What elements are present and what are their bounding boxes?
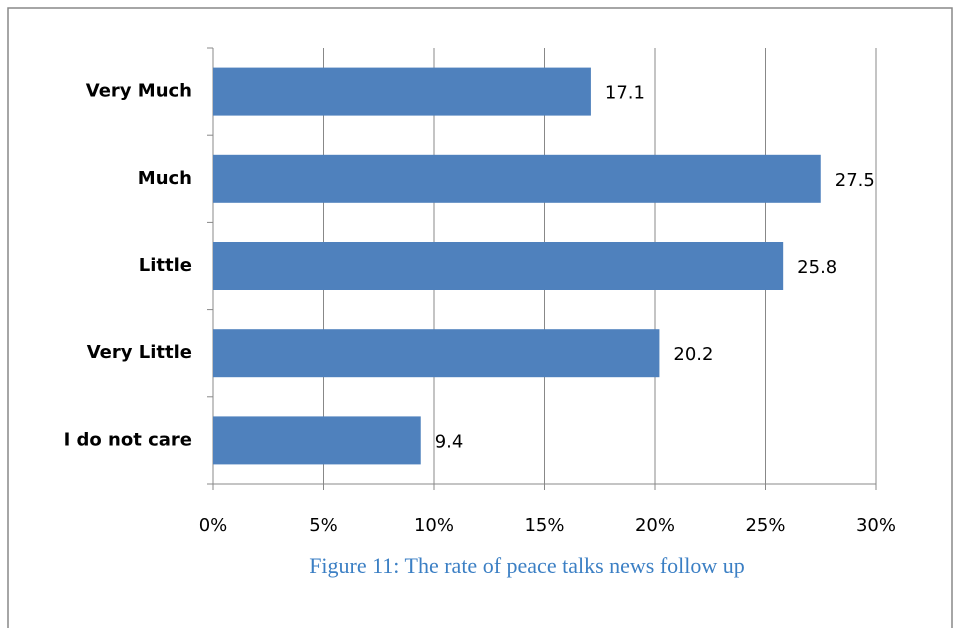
x-tick-label: 20% — [635, 515, 675, 536]
data-label: 20.2 — [673, 344, 713, 365]
x-tick-label: 15% — [524, 515, 564, 536]
data-label: 9.4 — [435, 431, 464, 452]
y-tick-label: Very Little — [87, 342, 192, 363]
bar — [213, 242, 784, 290]
x-tick-label: 25% — [745, 515, 785, 536]
caption: Figure 11: The rate of peace talks news … — [309, 553, 745, 578]
x-tick-label: 0% — [199, 515, 228, 536]
y-tick-label: I do not care — [64, 429, 192, 450]
x-tick-label: 30% — [856, 515, 896, 536]
y-tick-label: Much — [138, 168, 192, 189]
x-tick-label: 5% — [309, 515, 338, 536]
y-tick-label: Very Much — [86, 81, 192, 102]
data-label: 25.8 — [797, 257, 837, 278]
bar — [213, 329, 660, 378]
data-label: 27.5 — [835, 170, 875, 191]
x-tick-label: 10% — [414, 515, 454, 536]
data-label: 17.1 — [605, 83, 645, 104]
bar — [213, 154, 821, 203]
bar — [213, 67, 591, 116]
bar — [213, 416, 421, 465]
y-tick-label: Little — [139, 255, 192, 276]
frame — [7, 7, 953, 628]
